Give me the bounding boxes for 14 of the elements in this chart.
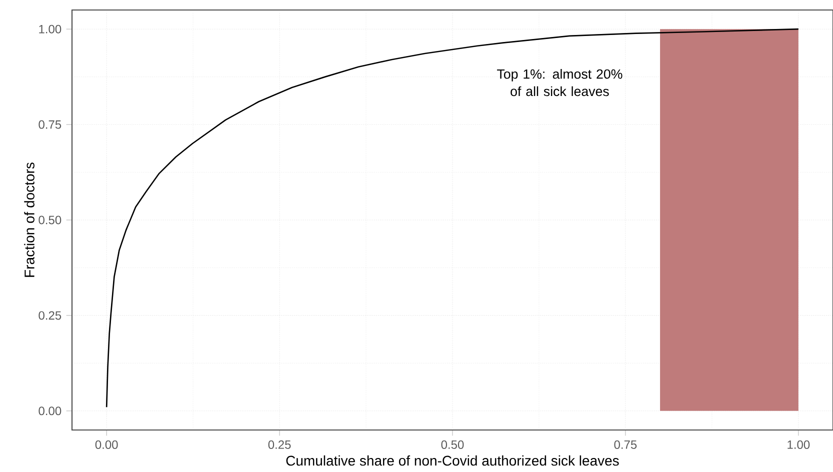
x-tick-label: 1.00 xyxy=(788,440,810,449)
x-tick-label: 0.50 xyxy=(441,440,464,449)
x-tick-label: 0.25 xyxy=(268,440,291,449)
y-tick-label: 0.50 xyxy=(38,216,62,224)
x-tick-label: 0.00 xyxy=(95,440,118,449)
y-axis-title: Fraction of doctors xyxy=(24,162,34,277)
y-tick-label: 0.00 xyxy=(38,406,62,416)
x-axis-title: Cumulative share of non-Covid authorized sick leaves xyxy=(286,455,619,466)
line-series xyxy=(106,28,800,408)
y-tick-label: 0.25 xyxy=(38,311,62,320)
x-tick-label: 0.75 xyxy=(614,440,637,449)
y-tick-label: 1.00 xyxy=(39,24,62,34)
y-tick-label: 0.75 xyxy=(38,120,62,129)
annotation: Top 1%: almost 20% of all sick leaves xyxy=(497,68,622,96)
